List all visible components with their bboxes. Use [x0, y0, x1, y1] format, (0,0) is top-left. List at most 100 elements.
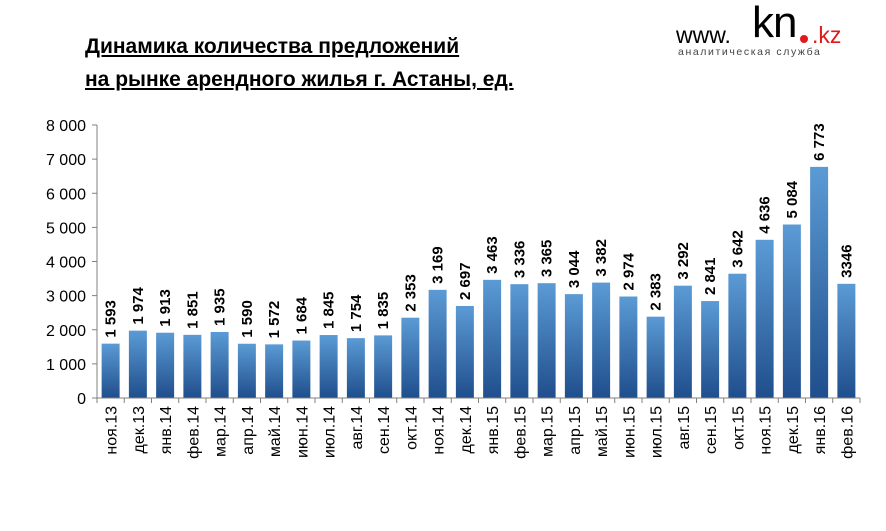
logo-www: www.	[676, 22, 731, 48]
bar	[237, 343, 256, 398]
x-tick-label: окт.15	[730, 406, 747, 450]
x-tick-label: фев.15	[512, 406, 529, 459]
bar-data-label: 1 593	[103, 300, 120, 338]
bar-data-label: 1 684	[293, 296, 310, 334]
bar-data-label: 6 773	[811, 123, 828, 161]
bar	[537, 283, 556, 398]
bar-data-label: 3346	[838, 244, 855, 277]
bar-data-label: 3 382	[593, 239, 610, 277]
bar	[319, 335, 338, 398]
bar	[564, 294, 583, 398]
bar	[755, 239, 774, 398]
y-tick-label: 2 000	[46, 323, 86, 340]
bar-data-label: 2 383	[648, 273, 665, 311]
y-tick-label: 6 000	[46, 186, 86, 203]
x-tick-label: мар.15	[540, 406, 557, 457]
bar-data-label: 1 754	[348, 294, 365, 332]
bar-data-label: 3 044	[566, 250, 583, 288]
x-tick-label: июл.15	[649, 406, 666, 458]
chart-title-line-2: на рынке арендного жилья г. Астаны, ед.	[85, 68, 514, 91]
x-tick-label: июн.15	[621, 406, 638, 458]
bar	[401, 317, 420, 398]
bar-data-label: 3 292	[675, 242, 692, 280]
logo-tld: .kz	[812, 22, 842, 48]
y-tick-label: 1 000	[46, 357, 86, 374]
x-tick-label: сен.15	[703, 406, 720, 454]
bar-data-label: 2 697	[457, 262, 474, 300]
bar-data-label: 4 636	[757, 196, 774, 234]
bar-data-label: 2 841	[702, 258, 719, 296]
bar	[592, 282, 611, 398]
bar	[101, 343, 120, 398]
bar-data-label: 1 935	[212, 288, 229, 326]
bar	[810, 166, 829, 398]
chart-title: Динамика количества предложений на рынке…	[85, 30, 514, 96]
bar	[265, 344, 284, 398]
bar-data-label: 1 974	[130, 286, 147, 324]
bar	[673, 285, 692, 398]
x-tick-label: май.14	[267, 406, 284, 457]
bar-data-label: 3 642	[729, 230, 746, 268]
x-tick-label: янв.14	[158, 406, 175, 454]
bar	[128, 330, 147, 398]
bar-data-label: 2 974	[620, 252, 637, 290]
bar	[728, 273, 747, 398]
x-tick-label: май.15	[594, 406, 611, 457]
y-tick-label: 4 000	[46, 255, 86, 272]
bar	[837, 283, 856, 398]
x-tick-label: июн.14	[294, 406, 311, 458]
logo[interactable]: www. kn .kz аналитическая служба	[676, 0, 866, 64]
bar	[156, 332, 175, 398]
bar-data-label: 1 845	[321, 291, 338, 329]
bar	[374, 335, 393, 398]
bar	[619, 296, 638, 398]
x-tick-label: мар.14	[213, 406, 230, 457]
x-tick-label: июл.14	[322, 406, 339, 458]
bar	[483, 279, 502, 398]
logo-brand: kn	[752, 0, 797, 47]
y-axis: 0 1 000 2 000 3 000 4 000 5 000 6 000 7 000 8 00…	[46, 118, 98, 408]
bar-data-label: 3 169	[430, 246, 447, 284]
x-axis: ноя.13 дек.13 янв.14 фев.14 мар.14 апр.14 май.…	[96, 397, 861, 459]
bar	[782, 224, 801, 398]
bar	[701, 301, 720, 398]
bar-data-label: 3 463	[484, 236, 501, 274]
x-tick-label: фев.14	[185, 406, 202, 459]
bar-data-label: 1 835	[375, 292, 392, 330]
bar	[510, 284, 529, 398]
x-tick-label: янв.15	[485, 406, 502, 454]
y-tick-label: 3 000	[46, 289, 86, 306]
bar-data-label: 5 084	[784, 180, 801, 218]
y-tick-label: 0	[77, 391, 86, 408]
x-tick-label: авг.15	[676, 406, 693, 450]
x-tick-label: ноя.13	[104, 406, 121, 455]
y-tick-label: 8 000	[46, 118, 86, 135]
x-tick-label: янв.16	[812, 406, 829, 454]
bar-data-label: 2 353	[402, 274, 419, 312]
x-tick-label: дек.14	[458, 406, 475, 454]
bar	[346, 338, 365, 398]
y-tick-label: 7 000	[46, 152, 86, 169]
bar	[646, 316, 665, 398]
y-tick-label: 5 000	[46, 220, 86, 237]
x-tick-label: дек.15	[785, 406, 802, 454]
bar-data-label: 1 851	[184, 291, 201, 329]
bar-data-label: 1 913	[157, 289, 174, 327]
bar	[292, 340, 311, 398]
x-tick-label: сен.14	[376, 406, 393, 454]
chart-title-line-1: Динамика количества предложений	[85, 35, 460, 58]
bar	[455, 305, 474, 398]
x-tick-label: апр.15	[567, 406, 584, 455]
x-tick-label: дек.13	[131, 406, 148, 454]
logo-subtitle: аналитическая служба	[678, 46, 822, 58]
x-tick-label: ноя.14	[431, 406, 448, 455]
x-tick-label: фев.16	[839, 406, 856, 459]
bar-data-label: 3 336	[511, 241, 528, 279]
bar	[183, 334, 202, 398]
x-tick-label: окт.14	[403, 406, 420, 450]
logo-dot-icon	[800, 35, 808, 43]
x-tick-label: авг.14	[349, 406, 366, 450]
bar-data-label: 1 572	[266, 301, 283, 339]
bars: 1 593 1 974 1 913 1 851 1 935 1 590 1 572 1 684…	[101, 123, 856, 398]
bar-data-label: 1 590	[239, 300, 256, 338]
